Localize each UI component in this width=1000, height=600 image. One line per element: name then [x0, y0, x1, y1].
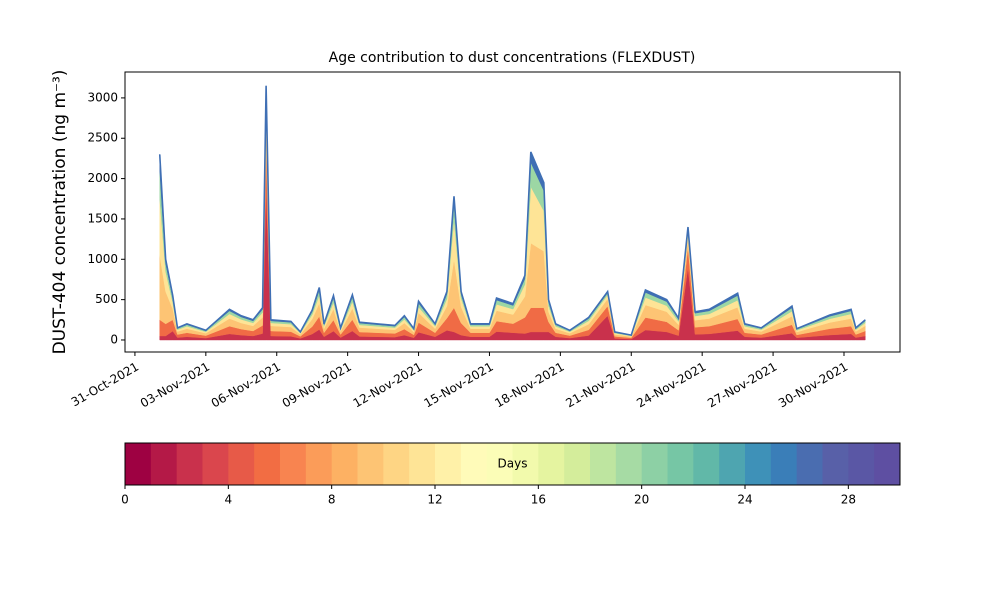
y-axis-label: DUST-404 concentration (ng m⁻³)	[50, 70, 70, 355]
colorbar-tick-label: 12	[427, 493, 442, 507]
colorbar-bin	[383, 443, 410, 485]
colorbar-bin	[305, 443, 333, 485]
colorbar-bin	[435, 443, 462, 485]
colorbar-tick-label: 4	[225, 493, 233, 507]
x-tick-label: 06-Nov-2021	[209, 360, 283, 411]
colorbar-bin	[357, 443, 384, 485]
colorbar-bin	[512, 443, 539, 485]
colorbar-tick-label: 28	[841, 493, 856, 507]
colorbar-bin	[693, 443, 720, 485]
colorbar-bin	[796, 443, 823, 485]
x-tick-label: 30-Nov-2021	[776, 360, 850, 411]
colorbar-bin	[770, 443, 798, 485]
x-tick-label: 09-Nov-2021	[280, 360, 354, 411]
x-tick-label: 03-Nov-2021	[138, 360, 212, 411]
colorbar-bin	[874, 443, 901, 485]
colorbar-label: Days	[498, 457, 528, 471]
colorbar-bin	[641, 443, 668, 485]
y-tick-label: 1000	[87, 252, 118, 266]
colorbar-bin	[538, 443, 565, 485]
colorbar-bin	[228, 443, 255, 485]
colorbar-bin	[331, 443, 358, 485]
x-tick-label: 18-Nov-2021	[492, 360, 566, 411]
colorbar-tick-label: 16	[531, 493, 546, 507]
colorbar-bin	[150, 443, 178, 485]
colorbar-tick-label: 8	[328, 493, 336, 507]
colorbar-bin	[176, 443, 203, 485]
x-tick-label: 12-Nov-2021	[351, 360, 425, 411]
colorbar-bin	[460, 443, 488, 485]
colorbar-bin	[615, 443, 643, 485]
colorbar-bin	[254, 443, 281, 485]
x-tick-label: 27-Nov-2021	[705, 360, 779, 411]
colorbar-bin	[590, 443, 617, 485]
colorbar-bin	[486, 443, 513, 485]
top-line	[158, 85, 866, 337]
x-tick-label: 21-Nov-2021	[563, 360, 637, 411]
colorbar-bin	[745, 443, 772, 485]
colorbar-bin	[280, 443, 307, 485]
colorbar-bin	[202, 443, 229, 485]
colorbar-tick-label: 20	[634, 493, 649, 507]
colorbar-bin	[719, 443, 746, 485]
colorbar-bin	[409, 443, 436, 485]
plot-frame	[124, 71, 901, 353]
y-tick-label: 3000	[87, 90, 118, 104]
colorbar-bin	[125, 443, 152, 485]
colorbar-bin	[667, 443, 694, 485]
y-tick-label: 2500	[87, 131, 118, 145]
colorbar-bin	[848, 443, 875, 485]
x-tick-label: 24-Nov-2021	[634, 360, 708, 411]
x-tick-label: 31-Oct-2021	[69, 360, 141, 410]
y-tick-label: 0	[110, 332, 118, 346]
y-tick-label: 1500	[87, 211, 118, 225]
colorbar-bin	[564, 443, 591, 485]
colorbar-tick-label: 0	[121, 493, 129, 507]
chart-title: Age contribution to dust concentrations …	[329, 50, 696, 66]
y-tick-label: 500	[95, 292, 118, 306]
x-tick-label: 15-Nov-2021	[422, 360, 496, 411]
y-tick-label: 2000	[87, 171, 118, 185]
colorbar-bin	[822, 443, 849, 485]
colorbar-frame	[124, 442, 901, 486]
colorbar-tick-label: 24	[737, 493, 752, 507]
